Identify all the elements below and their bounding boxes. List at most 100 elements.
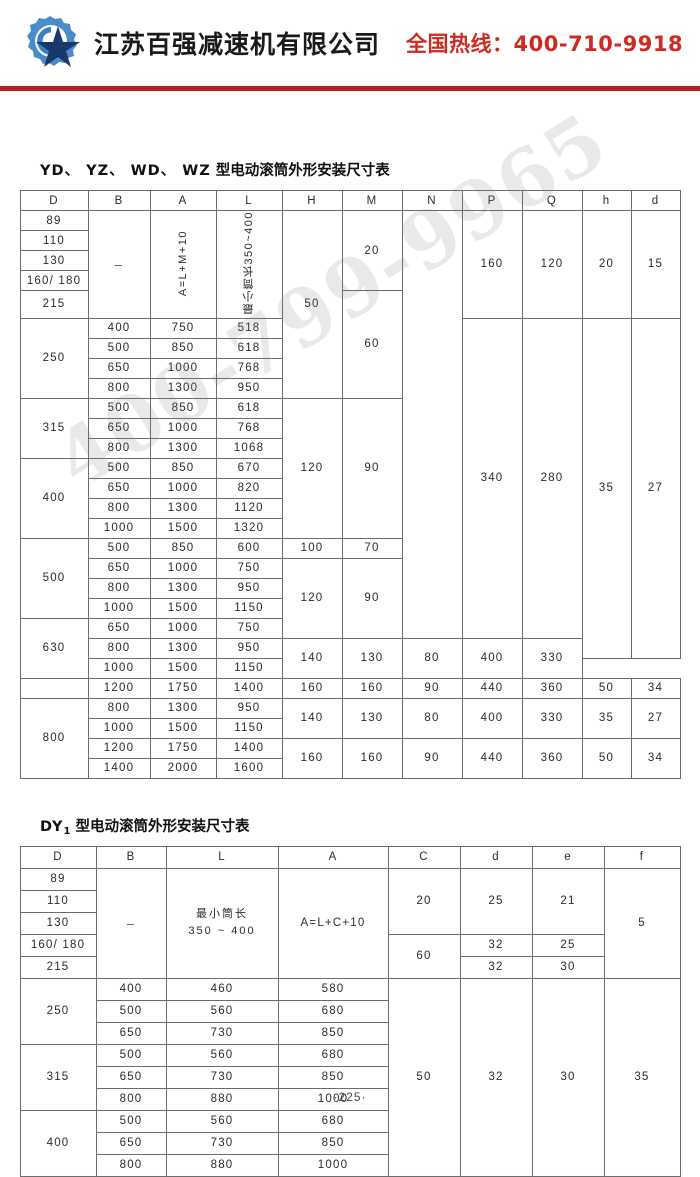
cell-D: 89	[19, 867, 97, 891]
header-divider	[0, 86, 700, 91]
cell-L: 1400	[215, 677, 283, 699]
table-row: 89 – 最小筒长 350 ~ 400 A=L+C+10 20 25 21 5	[19, 867, 681, 979]
cell-B: 400	[87, 317, 151, 339]
table-row: 650 1000 820	[20, 477, 680, 499]
cell-A: 1300	[149, 697, 217, 719]
cell-A-formula: A=L+C+10	[277, 867, 389, 979]
cell-L: 1150	[215, 717, 283, 739]
cell-Q: 330	[521, 697, 583, 739]
col-header-f: f	[603, 845, 681, 869]
table-row: 315 500 850 618 120 90	[19, 397, 680, 539]
cell-e: 30	[531, 955, 605, 979]
cell-L: 560	[165, 1043, 279, 1067]
table-dy1-dimensions: D B L A C d e f 89 – 最小筒长 350 ~ 400 A=L+…	[19, 845, 681, 1177]
table-row: 650 1000 768	[20, 417, 680, 439]
cell-L: 730	[165, 1021, 279, 1045]
cell-B: 800	[87, 497, 151, 519]
cell-B: 650	[87, 357, 151, 379]
cell-L: 950	[215, 377, 283, 399]
col-header-D: D	[19, 190, 89, 211]
cell-M: 160	[341, 737, 403, 779]
section1-title: YD、 YZ、 WD、 WZ 型电动滚筒外形安装尺寸表	[40, 159, 700, 180]
table-row: 800 800 1300 950 140 130 80 400 330 35 2…	[19, 697, 681, 779]
table-row: 215 32 30	[19, 955, 680, 979]
cell-B: 500	[95, 1109, 167, 1133]
cell-N: 80	[401, 697, 463, 739]
section1-title-latin: YD、 YZ、 WD、 WZ	[40, 163, 211, 179]
table-row: 1400 2000 1600	[20, 757, 680, 779]
cell-D-group: 400	[19, 1109, 97, 1177]
cell-A: 1000	[149, 357, 217, 379]
cell-B: 650	[95, 1065, 167, 1089]
cell-h: 50	[581, 677, 632, 699]
cell-d: 34	[630, 677, 681, 699]
cell-d: 32	[459, 955, 533, 979]
section2-title-cn: 型电动滚筒外形安装尺寸表	[75, 818, 250, 835]
cell-Q: 360	[521, 677, 583, 699]
cell-A: 750	[149, 317, 217, 339]
cell-B: 650	[87, 417, 151, 439]
table-row: 800 880 1000	[20, 1087, 680, 1111]
cell-D-group: 250	[19, 977, 97, 1045]
cell-Q: 360	[521, 737, 583, 779]
cell-A: 1300	[149, 497, 217, 519]
table-row: 1000 1500 1150	[20, 657, 680, 679]
cell-B: 650	[95, 1131, 167, 1155]
cell-L: 730	[165, 1065, 279, 1089]
col-header-h: h	[581, 190, 632, 211]
cell-A: 1300	[149, 437, 217, 459]
cell-H: 160	[281, 737, 343, 779]
cell-D: 215	[19, 290, 89, 319]
cell-L: 460	[165, 977, 279, 1001]
table-row: 800 1300 1068	[20, 437, 680, 459]
cell-d: 25	[459, 867, 533, 935]
table-row: 160/ 180	[19, 270, 680, 291]
cell-H: 50	[281, 210, 343, 399]
cell-A: 850	[149, 457, 217, 479]
table-row: 1200 1750 1400 160 160 90 440 360 50 34	[20, 737, 681, 779]
cell-L: 560	[165, 999, 279, 1023]
table-row: 160/ 180 60 32 25	[19, 933, 680, 979]
cell-D: 89	[19, 210, 89, 231]
cell-P: 400	[461, 637, 523, 679]
section2-title-subscript: 1	[63, 825, 71, 837]
cell-D-empty	[19, 677, 89, 699]
table-row: 89 – A=L+M+10 最小筒长350~400 50 20 160 120 …	[19, 210, 681, 639]
cell-A: 1500	[149, 517, 217, 539]
company-name: 江苏百强减速机有限公司	[94, 30, 381, 59]
section2-title-latin: DY	[40, 818, 64, 835]
table-row: 110	[19, 230, 680, 251]
cell-d: 32	[459, 977, 533, 1177]
cell-e: 21	[531, 867, 605, 935]
page-header: 江苏百强减速机有限公司 全国热线：400-710-9918	[0, 0, 700, 86]
table-row: 650 1000 768	[20, 357, 680, 379]
table-row: 250 400 460 580 50 32 30 35	[19, 977, 681, 1177]
cell-A: 1000	[277, 1153, 389, 1177]
table-row: 250 400 750 518 340 280 35 27	[19, 317, 681, 659]
cell-D: 160/ 180	[19, 270, 89, 291]
cell-B: 800	[87, 697, 151, 719]
cell-L: 618	[215, 397, 283, 419]
cell-B-dash: –	[87, 210, 151, 319]
cell-D-group: 500	[19, 537, 89, 619]
section-yd-yz-wd-wz: YD、 YZ、 WD、 WZ 型电动滚筒外形安装尺寸表 D B A L H M …	[0, 159, 700, 779]
cell-B: 500	[87, 397, 151, 419]
cell-N: 90	[401, 677, 463, 699]
cell-L: 1400	[215, 737, 283, 759]
cell-L: 768	[215, 417, 283, 439]
cell-A: 1000	[149, 617, 217, 639]
cell-M: 20	[341, 210, 403, 291]
cell-d: 15	[630, 210, 681, 319]
cell-L: 1150	[215, 597, 283, 619]
cell-B: 800	[95, 1087, 167, 1111]
cell-B: 800	[95, 1153, 167, 1177]
cell-B: 1000	[87, 597, 151, 619]
cell-L-note: 最小筒长 350 ~ 400	[165, 867, 279, 979]
cell-A-formula: A=L+M+10	[149, 210, 217, 319]
cell-B: 650	[87, 617, 151, 639]
table-header-row: D B A L H M N P Q h d	[19, 190, 681, 211]
cell-L: 670	[215, 457, 283, 479]
cell-B: 650	[87, 557, 151, 579]
table-row: 1000 1500 1150	[20, 717, 680, 739]
cell-C: 50	[387, 977, 461, 1177]
